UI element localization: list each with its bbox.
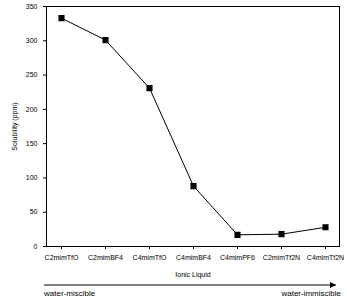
svg-text:100: 100 [26,174,38,181]
svg-text:200: 200 [26,106,38,113]
svg-text:Solubility (ppm): Solubility (ppm) [11,102,19,150]
svg-text:C4mimPF6: C4mimPF6 [220,254,255,261]
svg-text:C2mimBF4: C2mimBF4 [88,254,123,261]
html-text:water-immiscible: water-immiscible [281,289,341,298]
svg-text:C4mimTf2N: C4mimTf2N [307,254,344,261]
svg-text:Ionic Liquid: Ionic Liquid [175,271,211,279]
svg-text:C2mimTf2N: C2mimTf2N [263,254,300,261]
svg-text:300: 300 [26,37,38,44]
svg-text:C4mimTfO: C4mimTfO [133,254,167,261]
svg-text:0: 0 [34,243,38,250]
svg-text:50: 50 [30,208,38,215]
svg-text:350: 350 [26,3,38,10]
svg-text:C2mimTfO: C2mimTfO [45,254,79,261]
svg-text:C4mimBF4: C4mimBF4 [176,254,211,261]
svg-text:150: 150 [26,140,38,147]
svg-text:250: 250 [26,71,38,78]
html-text:water-miscible: water-miscible [44,289,96,298]
